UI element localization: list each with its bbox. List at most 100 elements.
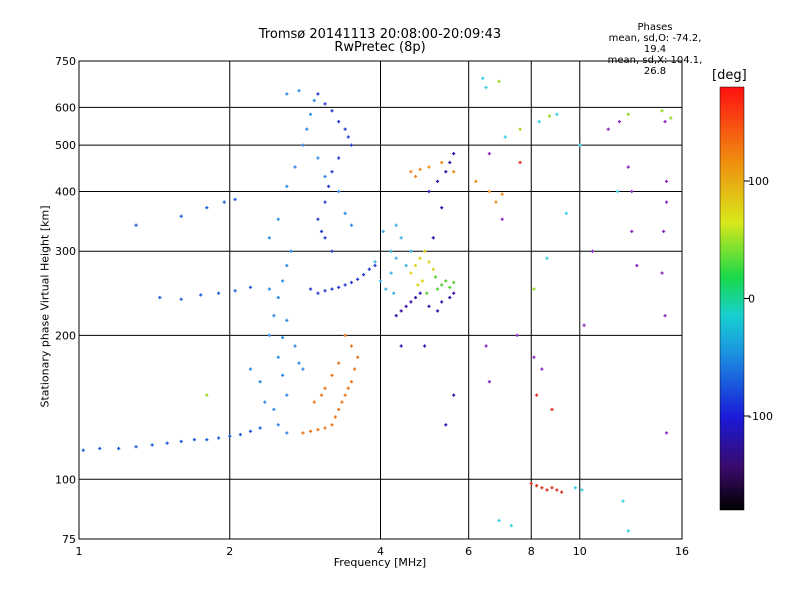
data-point	[337, 156, 341, 160]
data-point	[660, 271, 664, 275]
phases-heading: Phases	[637, 22, 673, 33]
data-point	[280, 335, 285, 340]
data-point	[435, 287, 440, 291]
data-point	[416, 283, 420, 287]
data-point	[343, 333, 347, 337]
data-point	[267, 333, 272, 337]
data-point	[238, 433, 242, 437]
data-point	[330, 170, 334, 174]
data-point	[349, 280, 354, 285]
data-point	[535, 484, 539, 488]
data-point	[440, 160, 444, 165]
data-point	[343, 211, 347, 215]
data-point	[440, 283, 444, 287]
data-point	[635, 263, 639, 268]
data-point	[509, 524, 513, 528]
data-point	[431, 236, 435, 240]
data-point	[297, 89, 301, 93]
data-point	[81, 448, 85, 452]
data-point	[413, 174, 418, 179]
data-point	[337, 189, 341, 194]
data-point	[452, 170, 456, 174]
data-point	[179, 439, 183, 444]
data-point	[664, 431, 669, 435]
data-point	[346, 135, 350, 139]
axis-ticks: 1 2 4 6 8 10 16 75 100 200 300 400 500 600 750	[55, 55, 689, 558]
data-point	[444, 170, 448, 174]
data-point	[423, 344, 427, 348]
data-point	[355, 277, 360, 281]
data-point	[216, 291, 221, 295]
plot-frame	[78, 60, 683, 540]
data-point	[515, 333, 519, 337]
data-point	[440, 300, 444, 304]
data-point	[316, 92, 320, 96]
data-point	[316, 291, 320, 295]
data-point	[497, 79, 501, 83]
data-point	[293, 344, 297, 348]
data-point	[420, 279, 425, 283]
data-point	[285, 184, 289, 188]
data-point	[626, 165, 630, 169]
data-point	[323, 236, 327, 240]
data-point	[547, 114, 552, 118]
data-point	[518, 127, 522, 131]
data-point	[663, 314, 667, 318]
data-point	[316, 156, 320, 160]
data-point	[487, 189, 492, 194]
colorbar-tick-label: -100	[748, 410, 773, 423]
data-point	[248, 285, 253, 290]
data-point	[626, 112, 630, 116]
data-point	[487, 152, 492, 156]
x-tick-label: 4	[377, 545, 384, 558]
data-point	[179, 297, 183, 301]
data-point	[323, 289, 327, 293]
data-point	[263, 400, 267, 404]
data-point	[305, 127, 309, 131]
data-point	[352, 367, 357, 371]
x-tick-label: 6	[465, 545, 472, 558]
data-point	[664, 200, 669, 204]
data-point	[484, 344, 488, 348]
data-point	[330, 287, 334, 291]
data-point	[616, 189, 620, 194]
data-point	[484, 85, 488, 90]
data-point	[216, 436, 221, 440]
data-point	[394, 314, 398, 318]
data-point	[423, 249, 427, 253]
data-point	[427, 189, 431, 194]
data-point	[337, 407, 341, 412]
data-point	[413, 295, 418, 300]
grid	[79, 61, 682, 539]
data-point	[276, 295, 280, 300]
data-points	[81, 76, 673, 533]
data-point	[448, 285, 452, 290]
data-point	[316, 217, 320, 221]
data-point	[330, 249, 334, 253]
data-point	[626, 529, 630, 533]
data-point	[452, 393, 456, 397]
data-point	[301, 367, 305, 371]
data-point	[319, 229, 324, 234]
data-point	[418, 291, 422, 295]
data-point	[582, 323, 586, 327]
data-point	[285, 318, 289, 322]
data-point	[308, 429, 313, 433]
data-point	[487, 380, 492, 384]
data-point	[205, 206, 209, 210]
data-point	[550, 486, 554, 490]
data-point	[301, 431, 305, 435]
x-tick-label: 1	[76, 545, 83, 558]
data-point	[435, 179, 440, 183]
data-point	[500, 192, 504, 196]
data-point	[440, 206, 444, 210]
data-point	[409, 300, 413, 304]
data-point	[404, 304, 408, 308]
data-point	[413, 263, 418, 268]
data-point	[312, 98, 316, 103]
data-point	[312, 400, 316, 404]
data-point	[355, 355, 360, 359]
data-point	[361, 273, 366, 277]
data-point	[134, 223, 138, 227]
data-point	[323, 386, 327, 390]
